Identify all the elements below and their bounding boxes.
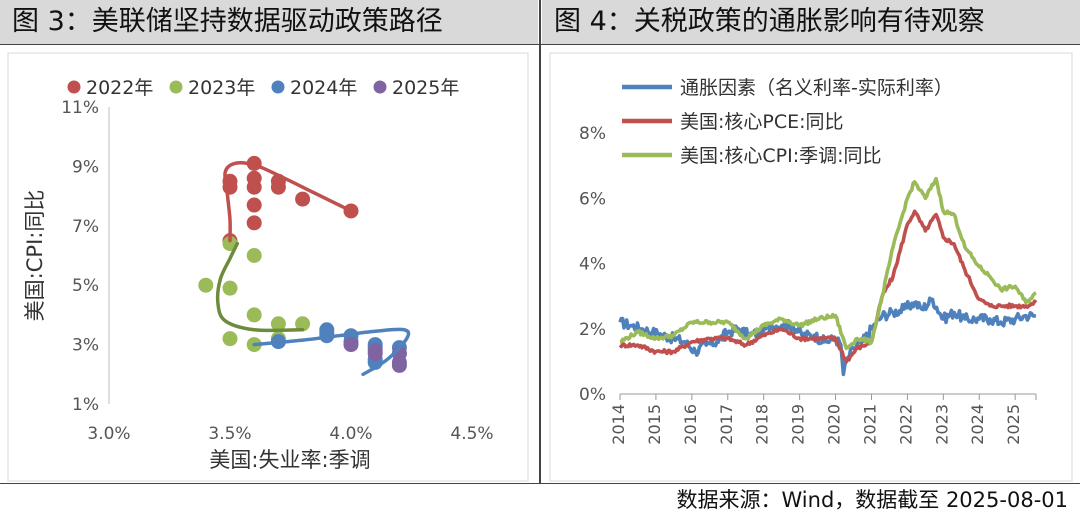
scatter-point [270, 179, 286, 195]
series-2022 [222, 155, 359, 249]
scatter-point [295, 316, 311, 332]
y-tick-label: 8% [579, 124, 606, 144]
x-axis-title: 美国:失业率:季调 [209, 448, 370, 472]
y-tick-label: 2% [579, 320, 606, 340]
scatter-point [367, 346, 383, 362]
x-tick-label: 2023 [932, 404, 951, 445]
x-tick-label: 2015 [645, 404, 664, 445]
series-line-core-pce [618, 209, 1038, 364]
legend-label-core-cpi: 美国:核心CPI:季调:同比 [680, 145, 882, 167]
y-tick-label: 7% [72, 217, 99, 237]
y-tick-label: 0% [579, 385, 606, 405]
trendline-2024 [252, 327, 411, 377]
x-tick-label: 4.5% [450, 424, 493, 444]
x-tick-label: 2024 [968, 404, 987, 445]
legend-marker-2023 [169, 80, 183, 94]
x-tick-label: 2016 [681, 404, 700, 445]
y-tick-label: 9% [72, 157, 99, 177]
legend-label-inflation-factor: 通胀因素（名义利率-实际利率） [680, 77, 953, 99]
y-axis-title: 美国:CPI:同比 [23, 190, 47, 322]
legend-label-2025: 2025年 [392, 77, 459, 99]
trendline-2022 [223, 161, 353, 243]
x-tick-label: 3.0% [87, 424, 130, 444]
y-tick-label: 3% [72, 336, 99, 356]
legend-label-2024: 2024年 [290, 77, 357, 99]
scatter-point [246, 248, 262, 263]
legend-marker-2024 [271, 80, 285, 94]
legend-label-2022: 2022年 [86, 77, 153, 99]
legend-marker-2022 [67, 80, 81, 94]
x-tick-label: 2022 [896, 404, 915, 445]
y-tick-label: 11% [61, 98, 99, 118]
y-tick-label: 4% [579, 255, 606, 275]
x-tick-label: 2014 [609, 404, 628, 445]
legend-label-core-pce: 美国:核心PCE:同比 [680, 111, 844, 133]
y-tick-label: 5% [72, 276, 99, 296]
legend-label-2023: 2023年 [188, 77, 255, 99]
scatter-point [198, 277, 214, 293]
legend-marker-2025 [373, 80, 387, 94]
x-tick-label: 3.5% [208, 424, 251, 444]
scatter-point [246, 197, 262, 213]
panel-divider [539, 0, 541, 484]
chart-frame [549, 52, 1073, 482]
y-tick-label: 6% [579, 189, 606, 209]
scatter-point [391, 357, 407, 373]
scatter-point [222, 331, 238, 347]
x-tick-label: 2025 [1004, 404, 1023, 445]
scatter-point [270, 316, 286, 332]
series-line-core-cpi [619, 176, 1037, 351]
title-rule [0, 44, 1080, 45]
x-tick-label: 2021 [860, 404, 879, 445]
x-tick-label: 2019 [789, 404, 808, 445]
scatter-point [246, 215, 262, 231]
scatter-point [295, 191, 311, 207]
x-tick-label: 2017 [717, 404, 736, 445]
scatter-point [246, 179, 262, 195]
series-line-inflation-factor [618, 296, 1037, 377]
line-chart: 0% 2% 4% 6% 8% 2014 2015 2016 2017 2018 2019 2020 20… [549, 52, 1073, 482]
scatter-chart: 2022年 2023年 2024年 2025年 1% 3% 5% 7% 9% 11% 3.0% 3.5… [7, 52, 529, 482]
trendline-2023 [215, 241, 305, 333]
data-source-note: 数据来源：Wind，数据截至 2025-08-01 [676, 488, 1069, 512]
x-tick-label: 2018 [753, 404, 772, 445]
scatter-point [246, 307, 262, 323]
footer-rule [0, 483, 1080, 484]
series-2023 [198, 236, 311, 353]
series-2025 [343, 337, 407, 373]
x-tick-label: 4.0% [329, 424, 372, 444]
scatter-point [343, 337, 359, 353]
y-tick-label: 1% [72, 395, 99, 415]
figure-3-title: 图 3：美联储坚持数据驱动政策路径 [0, 0, 538, 44]
figure-4-title: 图 4：关税政策的通胀影响有待观察 [542, 0, 1080, 44]
chart-frame [7, 52, 529, 482]
scatter-point [222, 280, 238, 296]
x-tick-label: 2020 [825, 404, 844, 445]
